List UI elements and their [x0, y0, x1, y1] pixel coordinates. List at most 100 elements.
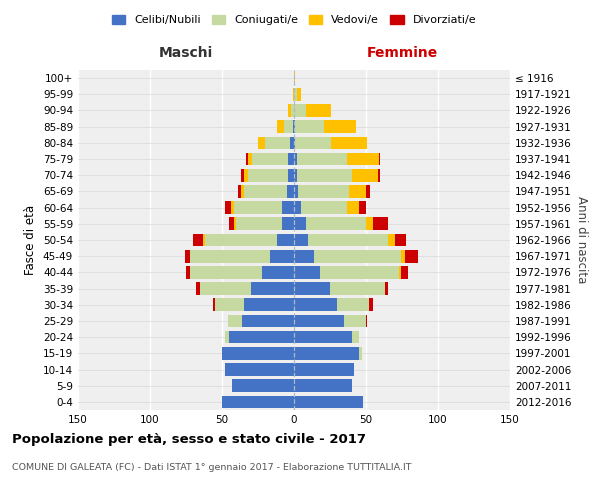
Bar: [233, 202, 283, 214]
Bar: [385, 282, 388, 295]
Bar: [244, 169, 248, 181]
Bar: [236, 218, 283, 230]
Bar: [238, 185, 241, 198]
Bar: [241, 169, 244, 181]
Bar: [185, 250, 190, 262]
Text: COMUNE DI GALEATA (FC) - Dati ISTAT 1° gennaio 2017 - Elaborazione TUTTITALIA.IT: COMUNE DI GALEATA (FC) - Dati ISTAT 1° g…: [12, 462, 412, 471]
Bar: [222, 396, 294, 408]
Bar: [242, 314, 294, 328]
Bar: [203, 234, 205, 246]
Legend: Celibi/Nubili, Coniugati/e, Vedovi/e, Divorziati/e: Celibi/Nubili, Coniugati/e, Vedovi/e, Di…: [107, 10, 481, 30]
Bar: [293, 88, 294, 101]
Bar: [366, 185, 370, 198]
Bar: [283, 218, 294, 230]
Bar: [352, 169, 377, 181]
Bar: [347, 202, 359, 214]
Bar: [344, 314, 366, 328]
Bar: [251, 282, 294, 295]
Bar: [262, 266, 294, 278]
Bar: [294, 104, 305, 117]
Text: Femmine: Femmine: [367, 46, 437, 60]
Bar: [349, 185, 366, 198]
Bar: [294, 314, 344, 328]
Bar: [230, 202, 233, 214]
Bar: [222, 347, 294, 360]
Bar: [244, 185, 287, 198]
Bar: [294, 282, 330, 295]
Bar: [269, 250, 294, 262]
Bar: [294, 266, 320, 278]
Bar: [294, 169, 297, 181]
Bar: [294, 234, 308, 246]
Bar: [228, 314, 242, 328]
Bar: [377, 169, 380, 181]
Bar: [301, 202, 347, 214]
Bar: [388, 234, 395, 246]
Bar: [294, 396, 363, 408]
Bar: [287, 185, 294, 198]
Bar: [193, 234, 203, 246]
Bar: [347, 152, 379, 166]
Bar: [405, 250, 418, 262]
Bar: [294, 347, 359, 360]
Bar: [232, 380, 294, 392]
Bar: [294, 152, 297, 166]
Bar: [186, 266, 190, 278]
Bar: [294, 136, 295, 149]
Bar: [214, 298, 215, 311]
Bar: [190, 250, 269, 262]
Bar: [247, 152, 248, 166]
Bar: [225, 331, 229, 344]
Text: Popolazione per età, sesso e stato civile - 2017: Popolazione per età, sesso e stato civil…: [12, 432, 366, 446]
Bar: [337, 298, 369, 311]
Bar: [293, 120, 294, 133]
Bar: [215, 298, 244, 311]
Bar: [297, 152, 347, 166]
Bar: [233, 218, 236, 230]
Bar: [298, 185, 349, 198]
Bar: [395, 234, 406, 246]
Bar: [244, 298, 294, 311]
Bar: [294, 298, 337, 311]
Bar: [320, 266, 399, 278]
Bar: [369, 298, 373, 311]
Bar: [190, 266, 262, 278]
Bar: [295, 120, 324, 133]
Bar: [225, 363, 294, 376]
Y-axis label: Anni di nascita: Anni di nascita: [575, 196, 588, 284]
Bar: [366, 218, 373, 230]
Bar: [291, 104, 294, 117]
Bar: [330, 282, 385, 295]
Bar: [229, 331, 294, 344]
Bar: [294, 88, 297, 101]
Bar: [258, 136, 265, 149]
Bar: [225, 202, 230, 214]
Bar: [308, 234, 388, 246]
Bar: [324, 120, 356, 133]
Bar: [401, 266, 408, 278]
Bar: [284, 120, 293, 133]
Bar: [290, 136, 294, 149]
Bar: [294, 72, 295, 85]
Bar: [401, 250, 405, 262]
Bar: [305, 104, 331, 117]
Bar: [277, 234, 294, 246]
Bar: [283, 202, 294, 214]
Bar: [241, 185, 244, 198]
Text: Maschi: Maschi: [159, 46, 213, 60]
Bar: [352, 331, 359, 344]
Bar: [297, 88, 301, 101]
Bar: [294, 380, 352, 392]
Bar: [399, 266, 401, 278]
Y-axis label: Fasce di età: Fasce di età: [25, 205, 37, 275]
Bar: [252, 152, 288, 166]
Bar: [294, 363, 355, 376]
Bar: [314, 250, 401, 262]
Bar: [248, 169, 288, 181]
Bar: [359, 347, 362, 360]
Bar: [288, 169, 294, 181]
Bar: [294, 202, 301, 214]
Bar: [373, 218, 388, 230]
Bar: [359, 202, 366, 214]
Bar: [277, 120, 284, 133]
